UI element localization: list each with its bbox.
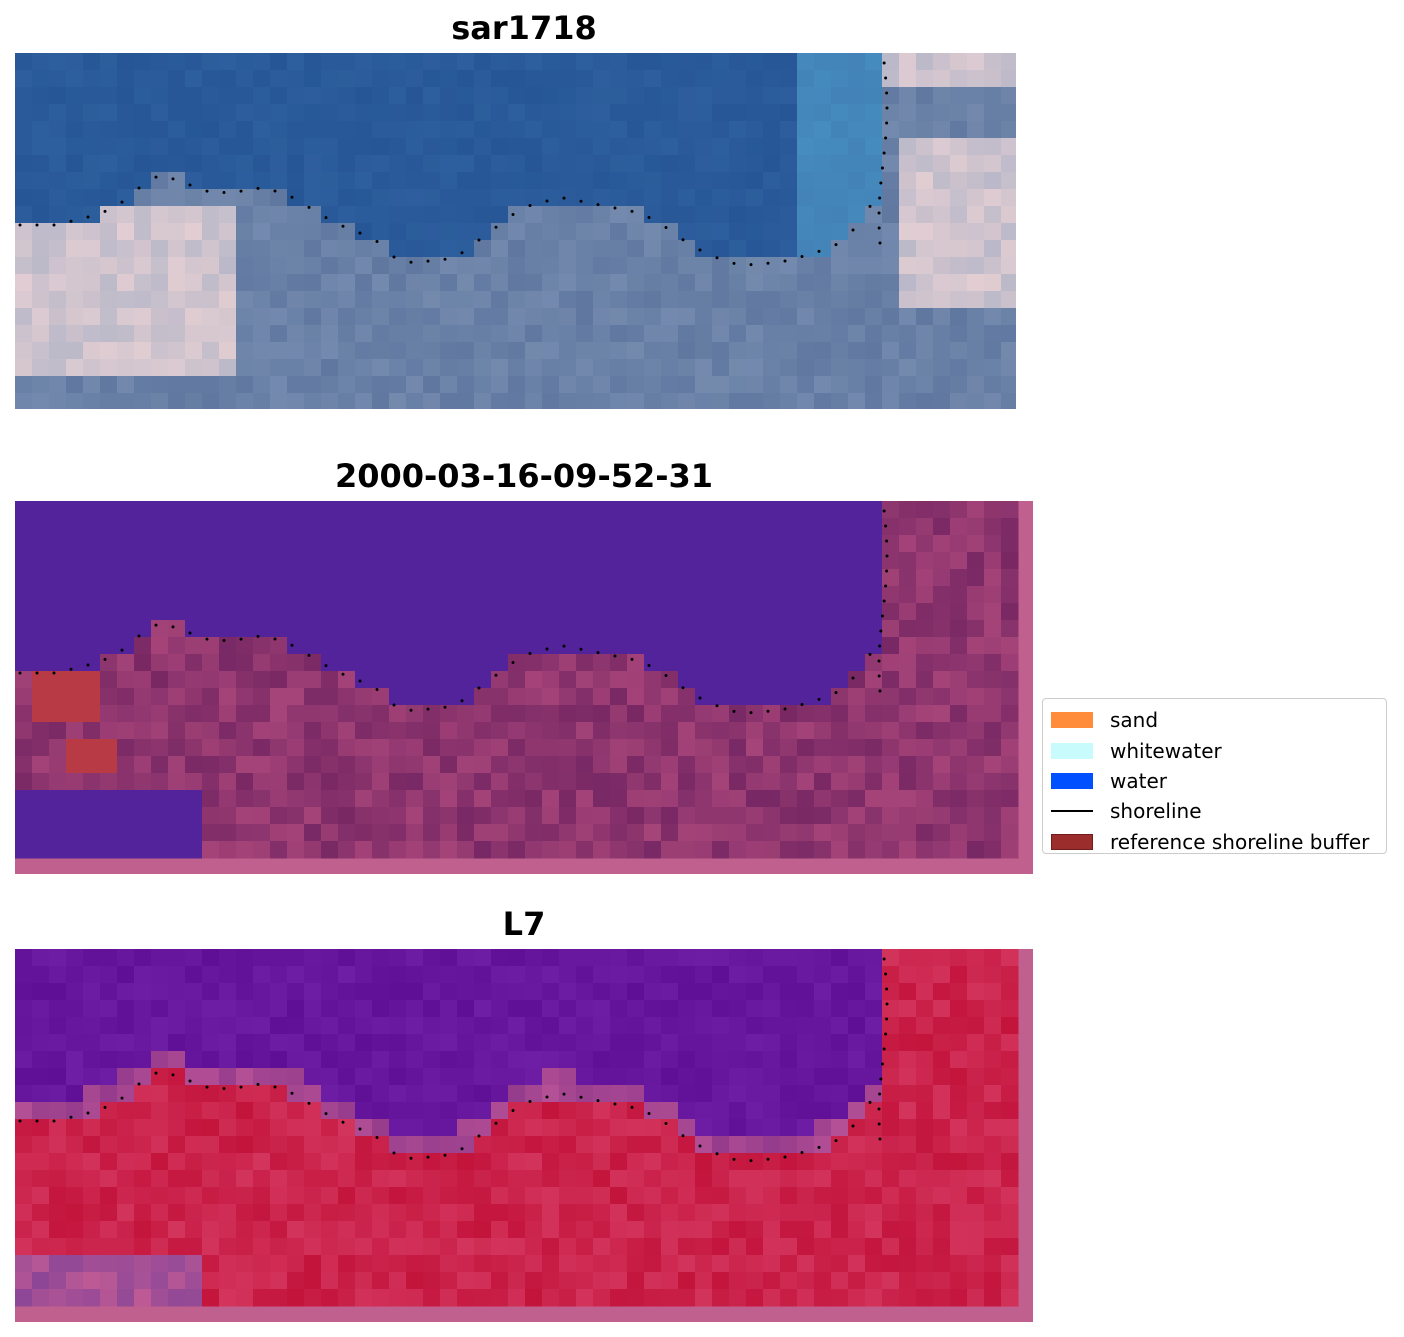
raster-cells (15, 501, 1019, 859)
panel-title-sar1718: sar1718 (451, 9, 597, 47)
rgb-satellite-image (15, 53, 1016, 409)
legend-item-whitewater: whitewater (1051, 735, 1386, 765)
shoreline-points (18, 61, 889, 267)
raster-cells (15, 949, 1019, 1307)
legend-label: whitewater (1110, 738, 1222, 763)
whitewater-swatch (1051, 742, 1093, 759)
raster-cells (15, 53, 1016, 409)
shoreline-points (18, 509, 889, 715)
reference-buffer-swatch (1051, 833, 1093, 850)
legend-label: sand (1110, 708, 1159, 733)
panel-title-date: 2000-03-16-09-52-31 (334, 457, 714, 495)
legend-item-water: water (1051, 766, 1386, 796)
classified-image (15, 501, 1033, 874)
rgb-image-panel (15, 53, 1016, 409)
panel-title-satellite: L7 (502, 905, 546, 943)
classification-panel (15, 501, 1033, 874)
legend-label: water (1110, 768, 1167, 793)
legend-label: shoreline (1110, 799, 1202, 824)
index-image-panel (15, 949, 1033, 1322)
legend-item-shoreline: shoreline (1051, 796, 1386, 826)
shoreline-line-swatch (1051, 810, 1093, 813)
legend-item-sand: sand (1051, 705, 1386, 735)
water-swatch (1051, 772, 1093, 789)
legend: sand whitewater water shoreline referenc… (1042, 698, 1387, 854)
water-index-image (15, 949, 1033, 1322)
legend-item-reference-buffer: reference shoreline buffer (1051, 827, 1386, 857)
sand-swatch (1051, 712, 1093, 729)
legend-label: reference shoreline buffer (1110, 829, 1370, 854)
shoreline-points (18, 957, 889, 1163)
